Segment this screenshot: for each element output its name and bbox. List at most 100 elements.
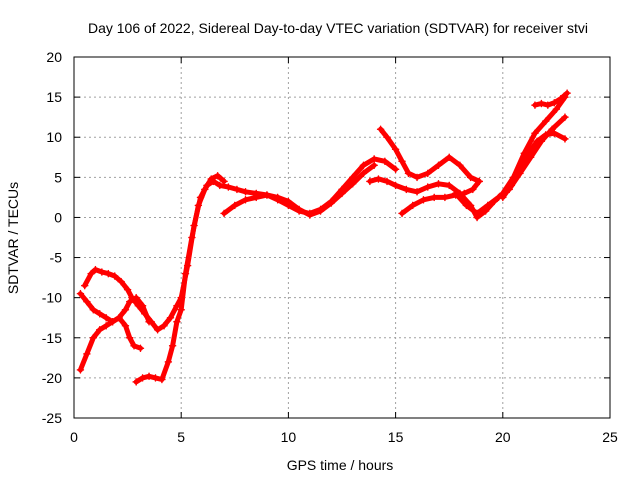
x-tick-label: 15 — [388, 429, 404, 445]
series-point — [87, 269, 95, 278]
x-axis-label: GPS time / hours — [287, 457, 394, 473]
y-axis: -25 -20 -15 -10 -5 0 5 10 15 20 — [42, 49, 610, 426]
series-point — [188, 233, 196, 242]
series-point — [441, 193, 449, 202]
series-point — [121, 305, 130, 314]
series-point — [348, 173, 357, 182]
series-point — [473, 209, 481, 218]
series-point — [391, 165, 400, 174]
series-point — [151, 374, 160, 382]
series-point — [76, 289, 85, 298]
series-point — [284, 197, 293, 206]
y-axis-label: SDTVAR / TECUs — [5, 182, 21, 294]
series-trace-2 — [77, 315, 143, 373]
series-point — [541, 131, 550, 139]
series-point — [550, 98, 559, 107]
series-point — [216, 181, 224, 190]
series-point — [160, 321, 168, 330]
series-point — [424, 183, 432, 191]
series-point — [516, 165, 524, 174]
series-point — [541, 117, 550, 125]
series-point — [158, 375, 166, 384]
plot-frame — [73, 56, 611, 419]
series-point — [241, 196, 250, 204]
series-point — [130, 342, 138, 350]
series-point — [125, 297, 134, 306]
series-point — [102, 321, 110, 330]
series-point — [544, 101, 552, 109]
series-point — [181, 269, 190, 278]
series-point — [123, 285, 132, 294]
series-point — [424, 169, 432, 178]
series-trace-4 — [133, 173, 227, 385]
series-point — [91, 265, 100, 274]
series-point — [370, 161, 378, 170]
series-point — [108, 317, 117, 326]
series-point — [451, 189, 460, 198]
series-point — [466, 173, 475, 182]
series-trace-3 — [77, 291, 152, 325]
series-point — [295, 205, 303, 214]
series-point — [370, 155, 378, 163]
series-point — [104, 269, 113, 278]
series-point — [383, 133, 391, 141]
series-point — [409, 201, 417, 210]
series-point — [168, 342, 177, 350]
y-tick-label: 15 — [46, 89, 62, 105]
series-point — [136, 344, 145, 352]
series-point — [374, 175, 383, 183]
series-point — [177, 305, 185, 314]
series-point — [338, 189, 346, 198]
series-point — [456, 161, 464, 170]
series-point — [252, 193, 260, 202]
series-point — [145, 317, 153, 326]
series-point — [524, 149, 533, 158]
series-point — [153, 326, 162, 334]
series-point — [83, 350, 91, 358]
y-tick-label: 5 — [54, 169, 62, 185]
series-point — [469, 185, 477, 194]
series-point — [316, 207, 325, 215]
series-point — [115, 313, 123, 322]
series-point — [376, 125, 385, 133]
series-point — [462, 201, 471, 210]
series-point — [233, 185, 241, 194]
series-point — [132, 378, 140, 386]
series-point — [434, 161, 443, 170]
series-point — [359, 161, 368, 170]
series-point — [207, 175, 215, 183]
series-point — [419, 196, 428, 204]
series-point — [533, 137, 541, 145]
series-point — [83, 297, 91, 306]
series-point — [402, 185, 411, 194]
series-group — [76, 89, 571, 386]
series-trace-9 — [453, 114, 568, 216]
x-tick-label: 5 — [177, 429, 185, 445]
series-point — [327, 199, 336, 207]
series-trace-10 — [500, 130, 568, 200]
series-point — [102, 313, 110, 322]
series-point — [166, 313, 175, 322]
series-point — [125, 334, 134, 342]
series-point — [550, 129, 559, 137]
y-tick-label: -25 — [42, 410, 62, 426]
y-tick-label: -20 — [42, 370, 62, 386]
series-point — [138, 374, 147, 382]
series-point — [398, 157, 406, 166]
series-point — [475, 177, 483, 186]
series-point — [359, 169, 368, 178]
series-point — [263, 191, 271, 199]
series-point — [537, 99, 546, 108]
series-point — [98, 268, 106, 276]
series-point — [220, 209, 228, 218]
series-point — [95, 309, 104, 318]
series-point — [366, 177, 374, 186]
x-tick-label: 20 — [495, 429, 511, 445]
series-point — [484, 201, 492, 210]
series-point — [404, 169, 413, 178]
series-point — [138, 301, 147, 310]
y-tick-label: 20 — [46, 49, 62, 65]
series-trace-6 — [378, 126, 482, 184]
series-point — [164, 358, 173, 366]
